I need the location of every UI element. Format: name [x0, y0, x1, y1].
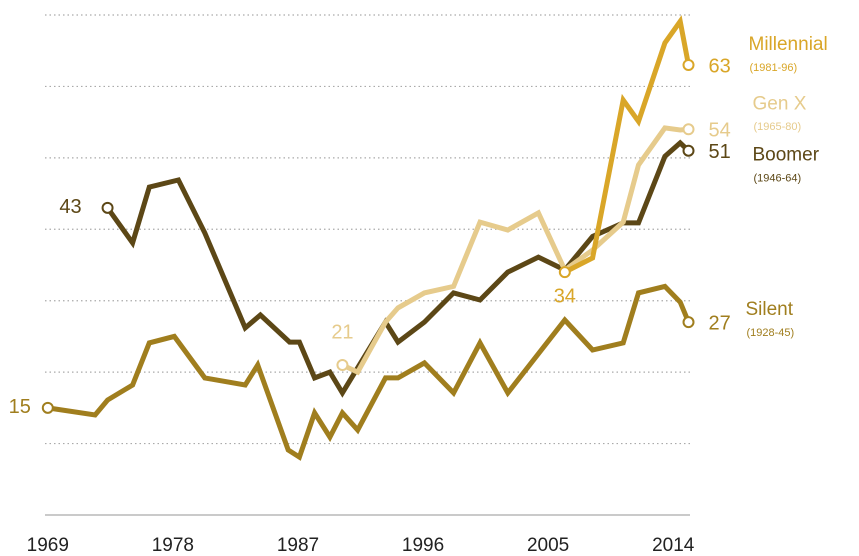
series-line — [105, 139, 691, 398]
start-label: 43 — [59, 196, 81, 218]
x-tick-label: 1969 — [27, 535, 69, 556]
start-label: 34 — [554, 285, 576, 307]
end-marker — [558, 266, 571, 279]
series-line — [563, 15, 691, 275]
end-label: 51 — [709, 141, 731, 163]
end-marker — [682, 59, 695, 71]
x-tick-label: 2005 — [527, 535, 569, 556]
end-marker — [682, 316, 695, 329]
x-tick-label: 1996 — [402, 535, 444, 556]
series-line — [341, 125, 689, 376]
end-marker — [336, 359, 349, 371]
start-label: 15 — [9, 396, 31, 418]
end-label: 63 — [709, 55, 731, 77]
end-label: 27 — [709, 312, 731, 334]
legend-name: Silent — [746, 299, 794, 320]
legend-years: (1946-64) — [754, 173, 802, 185]
end-marker — [41, 401, 54, 414]
x-tick-label: 2014 — [652, 535, 695, 556]
end-label: 54 — [709, 120, 731, 142]
legend-name: Boomer — [753, 145, 820, 166]
end-marker — [682, 144, 695, 157]
legend-years: (1981-96) — [750, 62, 798, 74]
legend-name: Gen X — [753, 93, 807, 114]
legend-years: (1965-80) — [754, 121, 802, 133]
legend-name: Millennial — [749, 34, 828, 55]
x-tick-label: 1987 — [277, 535, 319, 556]
x-tick-label: 1978 — [152, 535, 194, 556]
end-marker — [682, 123, 695, 136]
series-line — [47, 283, 691, 461]
end-marker — [101, 201, 114, 214]
start-label: 21 — [331, 321, 353, 343]
legend-years: (1928-45) — [747, 327, 795, 339]
